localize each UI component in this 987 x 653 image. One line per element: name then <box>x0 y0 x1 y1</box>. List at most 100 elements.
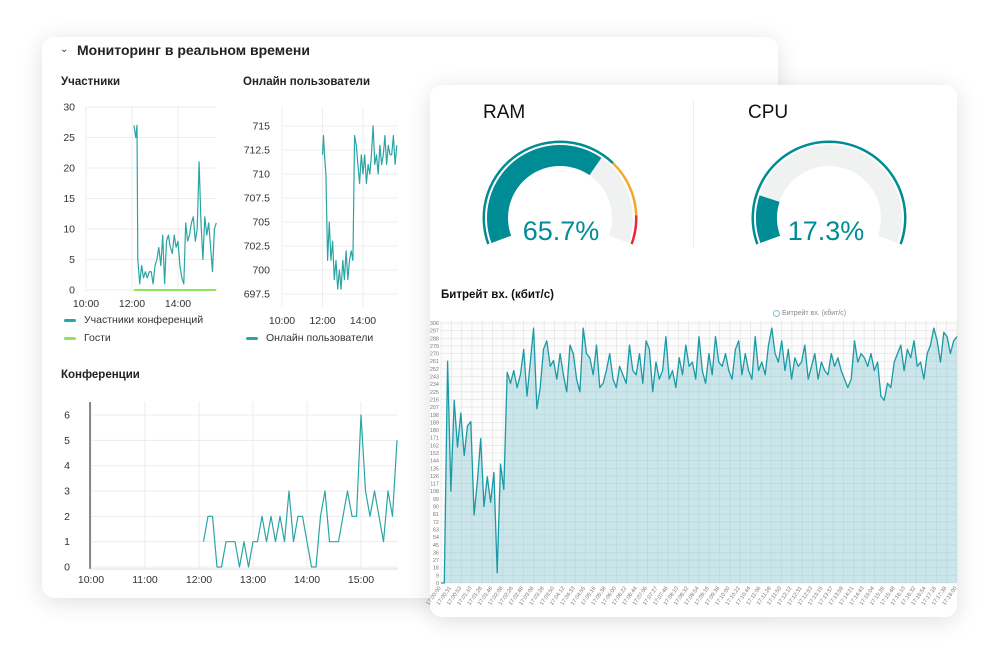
y-tick-label: 0 <box>436 581 439 587</box>
y-tick-label: 279 <box>430 344 439 350</box>
x-tick-label: 15:00 <box>348 574 374 586</box>
y-tick-label: 2 <box>64 511 70 523</box>
y-tick-label: 712.5 <box>244 145 270 157</box>
series-area <box>441 328 957 583</box>
y-tick-label: 45 <box>433 543 439 549</box>
x-tick-label: 13:00 <box>240 574 266 586</box>
online-users-chart-title: Онлайн пользователи <box>243 76 371 88</box>
y-tick-label: 4 <box>64 460 70 472</box>
x-tick-label: 10:00 <box>269 315 295 327</box>
ram-gauge <box>482 140 638 245</box>
cpu-gauge-title: CPU <box>748 102 789 123</box>
legend-label: Гости <box>84 332 111 344</box>
y-tick-label: 207 <box>430 405 439 411</box>
y-tick-label: 20 <box>63 163 75 175</box>
legend-swatch <box>246 336 258 340</box>
gauge-threshold-warning <box>612 162 638 216</box>
x-tick-label: 11:00 <box>132 574 158 586</box>
gauge-fill <box>487 145 602 243</box>
y-tick-label: 10 <box>63 224 75 236</box>
chart-1: 697.5 700 702.5 705 707.5 710 712.5 715 10:00 12:… <box>244 107 398 327</box>
legend-item-online-users[interactable]: Онлайн пользователи <box>246 332 373 344</box>
series-line <box>441 327 958 584</box>
legend-item-guests[interactable]: Гости <box>64 332 111 344</box>
y-tick-label: 126 <box>430 474 439 480</box>
series-line-0 <box>202 414 398 568</box>
y-tick-label: 36 <box>433 550 439 556</box>
y-tick-label: 6 <box>64 410 70 422</box>
cpu-gauge <box>751 140 907 245</box>
bitrate-legend[interactable]: Битрейт вх. (кбит/с) <box>773 310 846 317</box>
x-tick-label: 14:00 <box>350 315 376 327</box>
y-tick-label: 705 <box>252 217 270 229</box>
x-tick-label: 12:00 <box>309 315 335 327</box>
y-tick-label: 99 <box>433 497 439 503</box>
cpu-gauge-value: 17.3% <box>787 216 865 246</box>
y-tick-label: 234 <box>430 382 439 388</box>
legend-label: Участники конференций <box>84 314 204 326</box>
y-tick-label: 700 <box>252 265 270 277</box>
y-tick-label: 710 <box>252 169 270 181</box>
bitrate-chart-title: Битрейт вх. (кбит/с) <box>441 289 554 301</box>
y-tick-label: 1 <box>64 536 70 548</box>
chevron-down-icon[interactable]: ⌄ <box>60 44 69 55</box>
y-tick-label: 72 <box>433 520 439 526</box>
chart-2: 0 1 2 3 4 5 6 10:00 11:00 12:00 13:00 14:00 15:00 <box>64 402 398 586</box>
y-tick-label: 25 <box>63 132 75 144</box>
x-tick-label: 14:00 <box>165 298 191 310</box>
x-tick-label: 14:00 <box>294 574 320 586</box>
legend-label: Онлайн пользователи <box>266 332 374 344</box>
y-tick-label: 297 <box>430 329 439 335</box>
y-tick-label: 5 <box>64 435 70 447</box>
y-tick-label: 306 <box>430 321 439 327</box>
series-line-0 <box>133 124 217 285</box>
y-tick-label: 189 <box>430 420 439 426</box>
participants-chart-title: Участники <box>61 76 121 88</box>
x-tick-label: 10:00 <box>73 298 99 310</box>
y-tick-label: 198 <box>430 413 439 419</box>
y-tick-label: 216 <box>430 397 439 403</box>
conferences-chart-title: Конференции <box>61 369 140 381</box>
legend-swatch <box>64 336 76 340</box>
y-tick-label: 697.5 <box>244 289 270 301</box>
y-tick-label: 90 <box>433 505 439 511</box>
y-tick-label: 288 <box>430 336 439 342</box>
y-tick-label: 30 <box>63 102 75 114</box>
y-tick-label: 180 <box>430 428 439 434</box>
chart-0: 0 5 10 15 20 25 30 10:00 12:00 14:00 <box>63 102 217 310</box>
section-title[interactable]: Мониторинг в реальном времени <box>77 42 310 58</box>
y-tick-label: 707.5 <box>244 193 270 205</box>
y-tick-label: 135 <box>430 466 439 472</box>
legend-marker <box>773 310 780 317</box>
y-tick-label: 3 <box>64 486 70 498</box>
y-tick-label: 9 <box>436 573 439 579</box>
y-tick-label: 18 <box>433 566 439 572</box>
divider <box>693 100 694 248</box>
y-tick-label: 0 <box>64 562 70 574</box>
gauge-track <box>756 144 903 243</box>
legend-item-conference-participants[interactable]: Участники конференций <box>64 314 203 326</box>
legend-label: Битрейт вх. (кбит/с) <box>782 310 847 317</box>
y-tick-label: 261 <box>430 359 439 365</box>
gauge-threshold-danger <box>630 215 638 245</box>
y-tick-label: 171 <box>430 436 439 442</box>
ram-gauge-title: RAM <box>483 102 526 123</box>
y-tick-label: 252 <box>430 367 439 373</box>
y-tick-label: 15 <box>63 193 75 205</box>
y-tick-label: 162 <box>430 443 439 449</box>
gauge-fill <box>756 195 781 243</box>
y-tick-label: 144 <box>430 459 439 465</box>
legend-swatch <box>64 318 76 322</box>
y-tick-label: 81 <box>433 512 439 518</box>
y-tick-label: 117 <box>430 482 439 488</box>
y-tick-label: 225 <box>430 390 439 396</box>
y-tick-label: 702.5 <box>244 241 270 253</box>
y-tick-label: 27 <box>433 558 439 564</box>
y-tick-label: 243 <box>430 375 439 381</box>
x-tick-label: 10:00 <box>78 574 104 586</box>
y-tick-label: 5 <box>69 254 75 266</box>
x-tick-label: 12:00 <box>186 574 212 586</box>
series-line-0 <box>321 125 398 290</box>
